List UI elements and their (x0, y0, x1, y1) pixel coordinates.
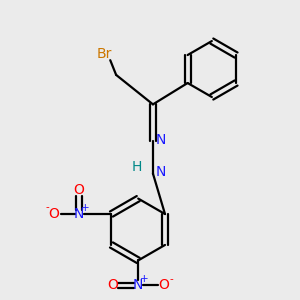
Text: -: - (46, 202, 50, 213)
Text: O: O (74, 183, 85, 197)
Text: O: O (158, 278, 169, 292)
Text: N: N (74, 207, 84, 221)
Text: Br: Br (97, 47, 112, 61)
Text: N: N (156, 165, 166, 179)
Text: +: + (81, 202, 89, 213)
Text: H: H (132, 160, 142, 174)
Text: O: O (107, 278, 118, 292)
Text: N: N (133, 278, 143, 292)
Text: +: + (140, 274, 148, 284)
Text: N: N (156, 133, 166, 147)
Text: O: O (49, 207, 59, 221)
Text: -: - (169, 274, 173, 284)
